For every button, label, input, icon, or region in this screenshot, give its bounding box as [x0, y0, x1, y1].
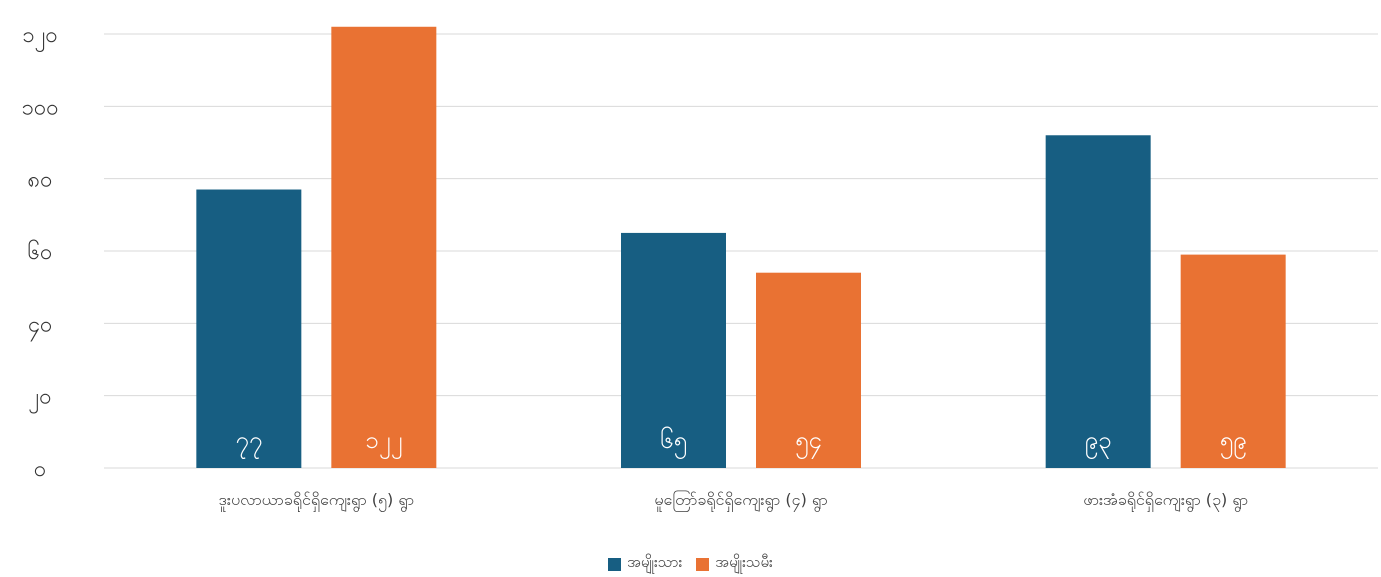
x-category-label: ဖားအံခရိုင်ရှိကျေးရွာ (၃) ရွာ — [1083, 490, 1248, 512]
legend-label-female: အမျိုးသမီး — [715, 553, 773, 571]
legend-swatch-female — [696, 557, 710, 571]
y-tick-label: ၁၀၀ — [21, 95, 58, 120]
gridlines — [104, 33, 1378, 469]
x-category-label: ဒူးပလာယာခရိုင်ရှိကျေးရွာ (၅) ရွာ — [219, 490, 415, 512]
legend-item-female: အမျိုးသမီး — [696, 553, 773, 575]
x-category-label: မူတြော်ခရိုင်ရှိကျေးရွာ (၄) ရွာ — [654, 490, 827, 512]
bars — [196, 26, 1286, 469]
bar-male — [621, 232, 726, 468]
data-label: ၁၂၂ — [365, 426, 402, 459]
bar-male — [1045, 135, 1151, 468]
data-label: ၆၅ — [660, 425, 687, 459]
data-label: ၅၄ — [795, 426, 822, 459]
y-tick-label: ၁၂၀ — [22, 23, 58, 52]
data-label: ၇၇ — [235, 426, 262, 459]
y-axis-ticks: ၀ ၂၀ ၄၀ ၆၀ ၈၀ ၁၀၀ ၁၂၀ — [21, 23, 58, 482]
y-tick-label: ၂၀ — [28, 385, 51, 414]
legend-item-male: အမျိုးသား — [608, 553, 682, 575]
bar-female — [331, 26, 437, 469]
y-tick-label: ၆၀ — [28, 239, 53, 265]
bar-female — [756, 272, 861, 468]
legend-label-male: အမျိုးသား — [627, 553, 683, 571]
data-label: ၅၉ — [1220, 426, 1247, 459]
y-tick-label: ၄၀ — [28, 312, 53, 341]
y-tick-label: ၈၀ — [28, 168, 53, 193]
bar-chart: ၀ ၂၀ ၄၀ ၆၀ ၈၀ ၁၀၀ ၁၂၀ ၇၇ ၁၂၂ ၆၅ ၅၄ ၉၃ ၅၉ ဒူးပလာယာခရ… — [21, 23, 1378, 512]
data-labels: ၇၇ ၁၂၂ ၆၅ ၅၄ ၉၃ ၅၉ — [235, 425, 1246, 459]
legend: အမျိုးသား အမျိုးသမီး — [0, 552, 1381, 576]
legend-swatch-male — [608, 557, 622, 571]
bar-female — [1180, 254, 1286, 468]
x-axis-categories: ဒူးပလာယာခရိုင်ရှိကျေးရွာ (၅) ရွာ မူတြော်ခ… — [219, 490, 1249, 512]
y-tick-label: ၀ — [34, 457, 46, 482]
bar-male — [196, 189, 302, 468]
data-label: ၉၃ — [1085, 426, 1112, 459]
